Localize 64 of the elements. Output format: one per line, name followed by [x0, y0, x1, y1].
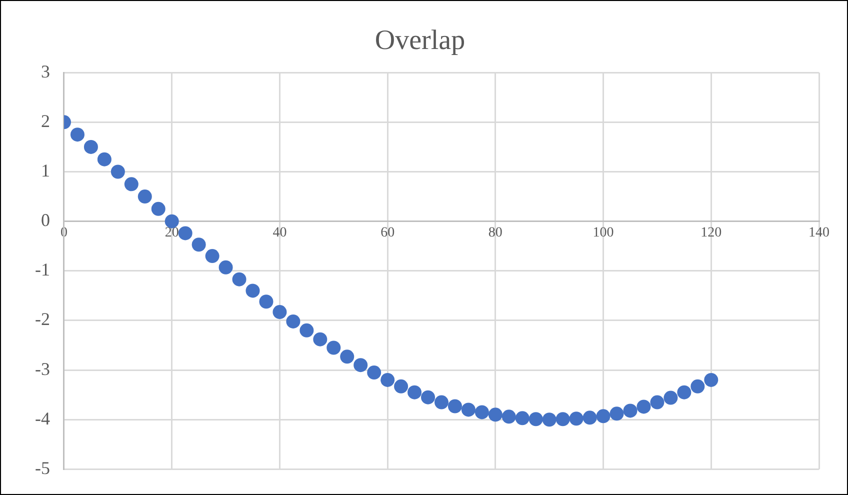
- point: [394, 379, 408, 394]
- y-tick-label: -2: [34, 309, 50, 330]
- point: [461, 402, 476, 417]
- point: [205, 249, 220, 264]
- x-tick-label: 120: [700, 225, 722, 240]
- point: [259, 294, 274, 309]
- point: [164, 214, 179, 228]
- point: [636, 400, 651, 414]
- point: [408, 385, 422, 400]
- y-tick-label: 3: [40, 61, 50, 82]
- x-tick-label: 20: [164, 225, 179, 240]
- point: [84, 140, 98, 154]
- point: [704, 372, 718, 387]
- chart-title: Overlap: [374, 25, 466, 56]
- point: [474, 405, 489, 420]
- point: [650, 395, 664, 410]
- y-tick-label: -3: [34, 358, 50, 379]
- x-tick-label: 60: [380, 225, 395, 240]
- point: [434, 395, 448, 410]
- point: [272, 305, 287, 320]
- point: [192, 238, 206, 252]
- point: [690, 379, 705, 394]
- x-tick-label: 140: [808, 225, 830, 240]
- point: [178, 226, 192, 240]
- point: [232, 272, 246, 286]
- x-tick-label: 80: [488, 225, 502, 240]
- point: [582, 410, 597, 425]
- point: [138, 190, 152, 204]
- point: [354, 358, 368, 372]
- point: [664, 390, 678, 405]
- x-tick-label: 40: [272, 225, 287, 240]
- point: [110, 164, 125, 179]
- y-tick-label: 2: [40, 110, 50, 131]
- point: [596, 409, 610, 424]
- point: [610, 406, 624, 421]
- y-tick-label: -4: [34, 408, 50, 428]
- y-tick-label: 1: [40, 160, 50, 180]
- point: [300, 323, 314, 338]
- y-tick-label: -1: [34, 260, 50, 280]
- point: [488, 408, 502, 422]
- point: [569, 412, 584, 426]
- point: [218, 260, 233, 274]
- point: [515, 411, 530, 426]
- point: [326, 340, 341, 355]
- point: [367, 366, 382, 380]
- point: [313, 332, 328, 346]
- point: [97, 152, 112, 166]
- point: [542, 412, 556, 427]
- point: [623, 404, 638, 418]
- point: [286, 314, 300, 328]
- point: [340, 350, 354, 364]
- point: [448, 399, 462, 414]
- point: [556, 412, 570, 426]
- point: [70, 128, 84, 142]
- point: [421, 390, 436, 404]
- point: [528, 412, 543, 426]
- point: [151, 202, 166, 216]
- point: [124, 177, 138, 192]
- x-tick-label: 100: [592, 225, 614, 240]
- y-tick-label: -5: [34, 458, 50, 478]
- point: [677, 385, 692, 400]
- point: [380, 372, 395, 387]
- point: [502, 410, 516, 424]
- point: [246, 284, 260, 298]
